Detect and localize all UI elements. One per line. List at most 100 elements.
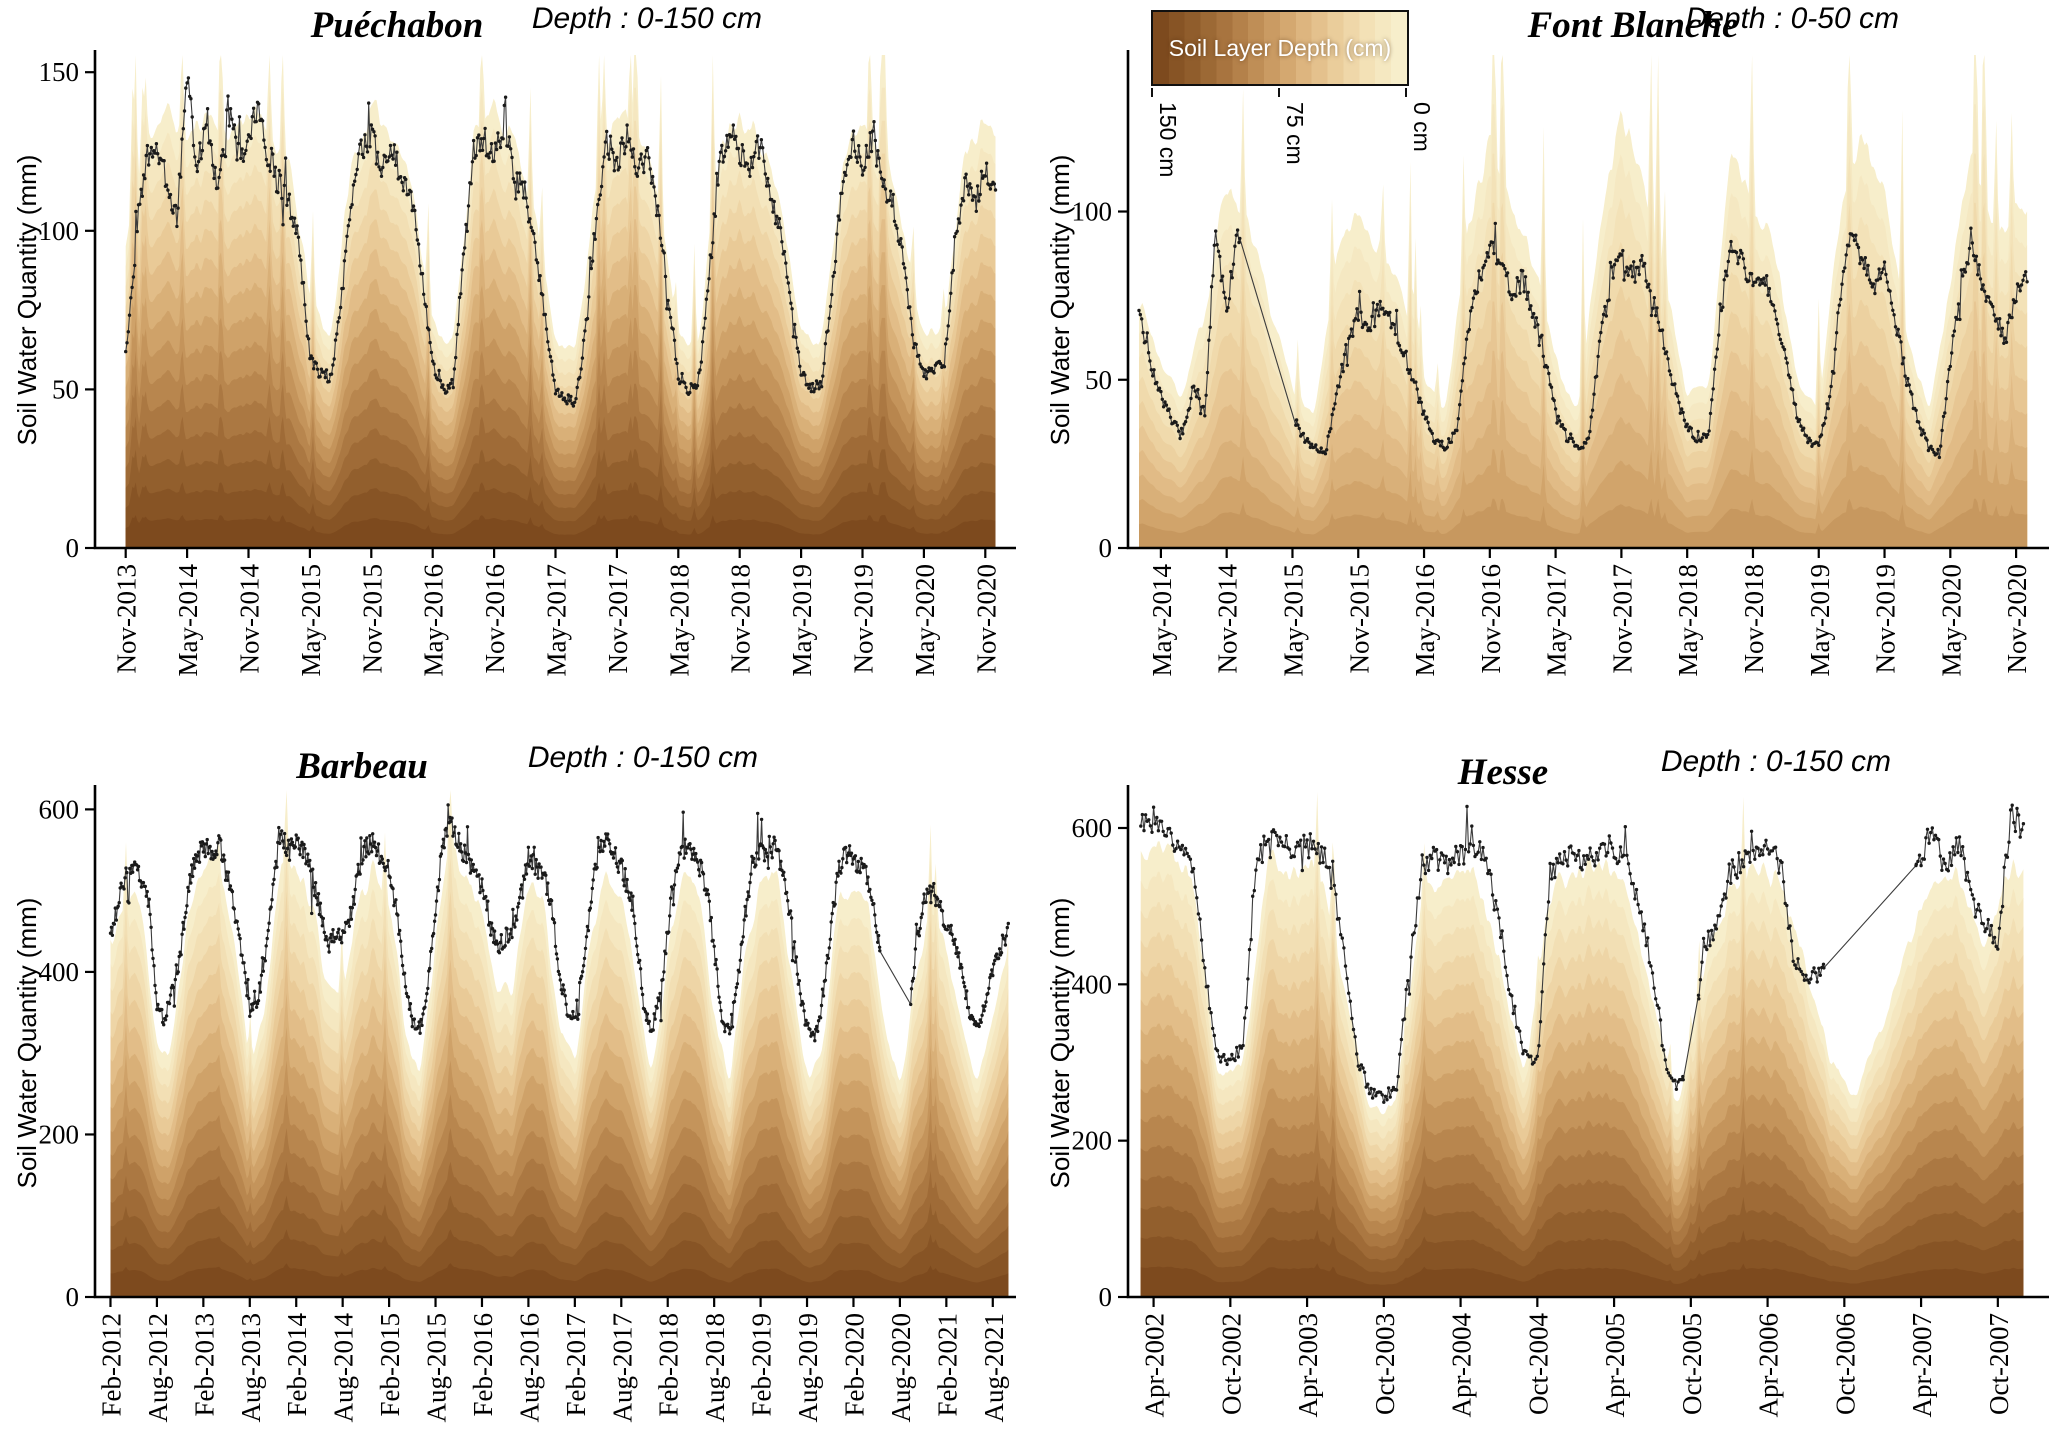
svg-text:Aug-2021: Aug-2021 [979, 1313, 1009, 1423]
font-blanche-chart: 0 50 100 May-2014 Nov-2014 May-2015 Nov-2015 Ma… [1072, 50, 2049, 677]
svg-text:Oct-2003: Oct-2003 [1370, 1313, 1400, 1415]
panel-title-barbeau: Barbeau [296, 746, 428, 787]
svg-text:Nov-2018: Nov-2018 [1739, 564, 1769, 674]
svg-text:Nov-2015: Nov-2015 [357, 564, 387, 674]
panel-hesse: Hesse Depth : 0-150 cm Soil Water Quanti… [1033, 719, 2067, 1437]
svg-text:Nov-2016: Nov-2016 [480, 564, 510, 674]
puechabon-chart: 0 50 100 150 Nov-2013 May-2014 Nov-2014 May-201… [39, 50, 1016, 677]
legend-tick [1278, 88, 1280, 97]
svg-text:May-2017: May-2017 [542, 564, 572, 676]
svg-text:Nov-2020: Nov-2020 [971, 564, 1001, 674]
svg-text:Feb-2018: Feb-2018 [654, 1313, 684, 1417]
svg-text:Apr-2006: Apr-2006 [1754, 1313, 1784, 1417]
svg-text:Feb-2019: Feb-2019 [747, 1313, 777, 1417]
svg-text:Nov-2019: Nov-2019 [849, 564, 879, 674]
svg-text:Feb-2016: Feb-2016 [468, 1313, 498, 1417]
svg-text:Aug-2018: Aug-2018 [700, 1313, 730, 1423]
svg-text:Nov-2014: Nov-2014 [1213, 564, 1243, 674]
svg-text:0: 0 [66, 1282, 80, 1312]
svg-text:0: 0 [1099, 533, 1113, 563]
svg-text:Aug-2013: Aug-2013 [236, 1313, 266, 1423]
panel-puechabon: Puéchabon Depth : 0-150 cm Soil Water Qu… [0, 0, 1034, 718]
depth-annotation: Depth : 0-150 cm [1660, 745, 1891, 778]
svg-text:Apr-2002: Apr-2002 [1140, 1313, 1170, 1417]
svg-text:400: 400 [39, 957, 80, 987]
svg-text:Feb-2013: Feb-2013 [189, 1313, 219, 1417]
legend-gradient-bar: Soil Layer Depth (cm) [1151, 10, 1409, 86]
svg-text:May-2016: May-2016 [419, 564, 449, 676]
panel-title-puechabon: Puéchabon [310, 5, 484, 46]
svg-text:Aug-2014: Aug-2014 [329, 1313, 359, 1423]
svg-text:May-2019: May-2019 [1805, 564, 1835, 676]
barbeau-chart: 0 200 400 600 Feb-2012 Aug-2012 Feb-2013 Aug-20… [39, 785, 1016, 1423]
svg-text:Oct-2002: Oct-2002 [1216, 1313, 1246, 1415]
svg-text:Oct-2007: Oct-2007 [1984, 1313, 2014, 1415]
svg-text:50: 50 [52, 374, 79, 404]
panel-barbeau: Barbeau Depth : 0-150 cm Soil Water Quan… [0, 719, 1034, 1437]
svg-text:May-2020: May-2020 [1936, 564, 1966, 676]
svg-text:May-2014: May-2014 [1147, 564, 1177, 677]
svg-text:100: 100 [39, 216, 80, 246]
svg-text:Oct-2005: Oct-2005 [1677, 1313, 1707, 1415]
svg-text:Apr-2004: Apr-2004 [1447, 1313, 1477, 1418]
svg-text:Feb-2012: Feb-2012 [96, 1313, 126, 1417]
legend-label-150cm: 150 cm [1155, 102, 1181, 178]
legend-label-0cm: 0 cm [1409, 102, 1435, 152]
svg-text:Apr-2003: Apr-2003 [1293, 1313, 1323, 1417]
svg-text:Apr-2007: Apr-2007 [1907, 1313, 1937, 1417]
svg-text:100: 100 [1072, 197, 1113, 227]
svg-text:Aug-2016: Aug-2016 [514, 1313, 544, 1423]
svg-text:May-2020: May-2020 [910, 564, 940, 676]
svg-text:Nov-2018: Nov-2018 [726, 564, 756, 674]
svg-text:Apr-2005: Apr-2005 [1600, 1313, 1630, 1417]
svg-text:400: 400 [1072, 969, 1113, 999]
panel-title-font-blanche: Font Blanche [1527, 5, 1739, 46]
svg-text:50: 50 [1085, 365, 1112, 395]
svg-text:May-2018: May-2018 [1673, 564, 1703, 676]
svg-text:Aug-2017: Aug-2017 [607, 1313, 637, 1423]
svg-text:600: 600 [1072, 813, 1113, 843]
svg-text:May-2018: May-2018 [664, 564, 694, 676]
depth-annotation: Depth : 0-150 cm [527, 741, 758, 774]
svg-text:May-2019: May-2019 [787, 564, 817, 676]
svg-text:Nov-2015: Nov-2015 [1344, 564, 1374, 674]
svg-text:600: 600 [39, 794, 80, 824]
svg-text:Aug-2020: Aug-2020 [886, 1313, 916, 1423]
svg-text:Aug-2012: Aug-2012 [143, 1313, 173, 1423]
legend-title: Soil Layer Depth (cm) [1168, 34, 1392, 61]
legend-tick [1151, 88, 1153, 97]
panel-title-hesse: Hesse [1457, 752, 1549, 793]
svg-text:Nov-2020: Nov-2020 [2002, 564, 2032, 674]
svg-text:May-2017: May-2017 [1542, 564, 1572, 676]
svg-text:May-2015: May-2015 [1278, 564, 1308, 676]
svg-text:May-2016: May-2016 [1410, 564, 1440, 676]
svg-text:0: 0 [66, 533, 80, 563]
svg-text:Aug-2015: Aug-2015 [422, 1313, 452, 1423]
svg-text:Nov-2019: Nov-2019 [1871, 564, 1901, 674]
svg-text:Feb-2015: Feb-2015 [375, 1313, 405, 1417]
svg-text:Nov-2014: Nov-2014 [235, 564, 265, 674]
svg-text:Nov-2017: Nov-2017 [1607, 564, 1637, 674]
svg-text:Oct-2004: Oct-2004 [1523, 1313, 1553, 1415]
svg-text:Feb-2021: Feb-2021 [932, 1313, 962, 1417]
hesse-chart: 0 200 400 600 Apr-2002 Oct-2002 Apr-2003 Oct-20… [1072, 785, 2049, 1418]
depth-annotation: Depth : 0-50 cm [1685, 2, 1899, 35]
svg-text:0: 0 [1099, 1282, 1113, 1312]
svg-text:Nov-2013: Nov-2013 [112, 564, 142, 674]
svg-text:Feb-2020: Feb-2020 [839, 1313, 869, 1417]
depth-annotation: Depth : 0-150 cm [531, 2, 762, 35]
svg-text:200: 200 [39, 1119, 80, 1149]
svg-text:Nov-2017: Nov-2017 [603, 564, 633, 674]
svg-text:Oct-2006: Oct-2006 [1830, 1313, 1860, 1415]
svg-text:Nov-2016: Nov-2016 [1476, 564, 1506, 674]
panel-font-blanche: Font Blanche Depth : 0-50 cm Soil Water … [1033, 0, 2067, 718]
svg-text:May-2015: May-2015 [296, 564, 326, 676]
soil-depth-legend: Soil Layer Depth (cm) 150 cm 75 cm 0 cm [1151, 10, 1435, 180]
svg-text:150: 150 [39, 57, 80, 87]
legend-tick [1405, 88, 1407, 97]
legend-label-75cm: 75 cm [1282, 102, 1308, 165]
svg-text:Aug-2019: Aug-2019 [793, 1313, 823, 1423]
svg-text:May-2014: May-2014 [173, 564, 203, 677]
svg-text:200: 200 [1072, 1126, 1113, 1156]
